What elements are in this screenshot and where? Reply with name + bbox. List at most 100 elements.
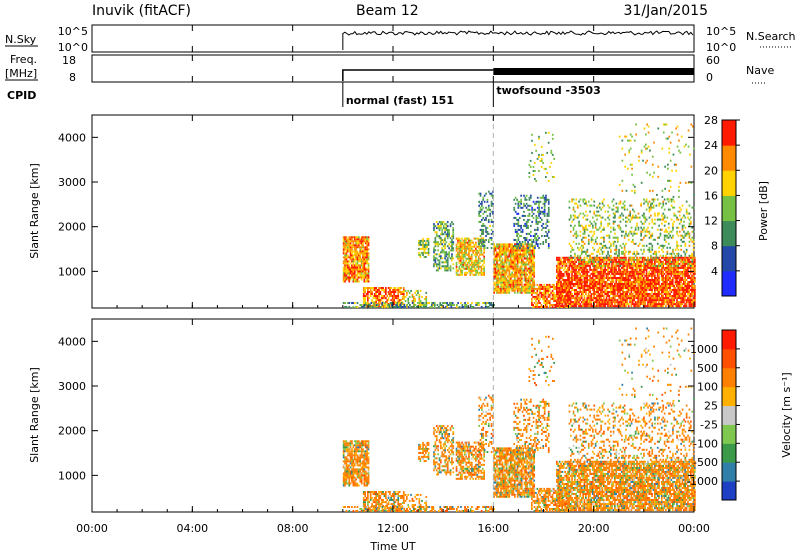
power-cell	[456, 250, 458, 252]
power-cell	[546, 172, 548, 174]
power-cell	[586, 273, 588, 275]
power-cell	[506, 278, 508, 280]
power-cell	[516, 241, 518, 243]
power-cell	[578, 271, 580, 273]
power-cell	[478, 213, 480, 215]
power-cell	[447, 225, 449, 227]
power-cell	[471, 260, 473, 262]
power-cell	[378, 295, 380, 297]
power-cell	[602, 247, 604, 249]
power-cell	[577, 235, 579, 237]
power-cell	[446, 255, 448, 257]
power-cell	[616, 247, 618, 249]
power-cell	[482, 207, 484, 209]
power-cell	[522, 207, 524, 209]
cpid-mode-label: twofsound -3503	[496, 84, 600, 97]
power-cell	[506, 272, 508, 274]
power-cell	[573, 241, 575, 243]
power-cell	[450, 265, 452, 267]
power-cell	[484, 247, 486, 249]
power-cell	[635, 285, 637, 287]
power-cell	[549, 296, 551, 298]
power-cell	[593, 231, 595, 233]
nsky-line	[343, 31, 693, 50]
power-cell	[503, 268, 505, 270]
power-cell	[487, 231, 489, 233]
power-cell	[610, 257, 612, 259]
power-cell	[580, 247, 582, 249]
power-cell	[530, 239, 532, 241]
power-cell	[544, 205, 546, 207]
nsky-left-tick: 10^5	[58, 25, 88, 38]
power-cell	[580, 273, 582, 275]
power-cell	[548, 142, 550, 144]
power-cell	[509, 272, 511, 274]
power-cell	[544, 211, 546, 213]
power-cell	[395, 291, 397, 293]
power-cell	[448, 229, 450, 231]
nsky-right-tick: 10^0	[706, 41, 736, 54]
power-cell	[515, 197, 517, 199]
power-cell	[595, 259, 597, 261]
power-cell	[448, 253, 450, 255]
power-cell	[483, 252, 485, 254]
power-cell	[480, 195, 482, 197]
power-cell	[533, 256, 535, 258]
power-cell	[515, 229, 517, 231]
power-cell	[524, 205, 526, 207]
power-cell	[615, 281, 617, 283]
power-cell	[592, 217, 594, 219]
power-cell	[593, 261, 595, 263]
power-cell	[420, 290, 422, 292]
power-cell	[694, 259, 696, 261]
power-cell	[522, 231, 524, 233]
power-cell	[435, 239, 437, 241]
power-cell	[599, 215, 601, 217]
power-cell	[529, 199, 531, 201]
power-cell	[571, 293, 573, 295]
power-cell	[364, 299, 366, 301]
power-cell	[666, 281, 668, 283]
power-cell	[603, 199, 605, 201]
power-cell	[470, 244, 472, 246]
power-cell	[528, 264, 530, 266]
power-cell	[524, 241, 526, 243]
power-cell	[614, 293, 616, 295]
power-cell	[589, 221, 591, 223]
power-cell	[420, 242, 422, 244]
power-cell	[475, 242, 477, 244]
power-cell	[545, 168, 547, 170]
power-cell	[611, 283, 613, 285]
power-cell	[428, 240, 430, 242]
power-cell	[435, 259, 437, 261]
power-cell	[365, 271, 367, 273]
power-cell	[531, 207, 533, 209]
power-cell	[460, 260, 462, 262]
power-cell	[471, 254, 473, 256]
power-cell	[441, 231, 443, 233]
power-cell	[596, 243, 598, 245]
power-cell	[587, 251, 589, 253]
power-cell	[584, 231, 586, 233]
power-cell	[451, 221, 453, 223]
power-cell	[595, 239, 597, 241]
power-cell	[491, 247, 493, 249]
power-cell	[428, 242, 430, 244]
power-cell	[539, 290, 541, 292]
power-cell	[613, 243, 615, 245]
power-cell	[522, 241, 524, 243]
power-cell	[524, 243, 526, 245]
power-cell	[536, 219, 538, 221]
power-cell	[520, 201, 522, 203]
power-cell	[613, 223, 615, 225]
power-cell	[444, 237, 446, 239]
power-cell	[597, 291, 599, 293]
power-cell	[531, 211, 533, 213]
power-cell	[549, 302, 551, 304]
power-cell	[617, 293, 619, 295]
power-cell	[616, 251, 618, 253]
power-cell	[513, 199, 515, 201]
power-cell	[617, 237, 619, 239]
power-cell	[548, 203, 550, 205]
power-cell	[686, 303, 688, 305]
